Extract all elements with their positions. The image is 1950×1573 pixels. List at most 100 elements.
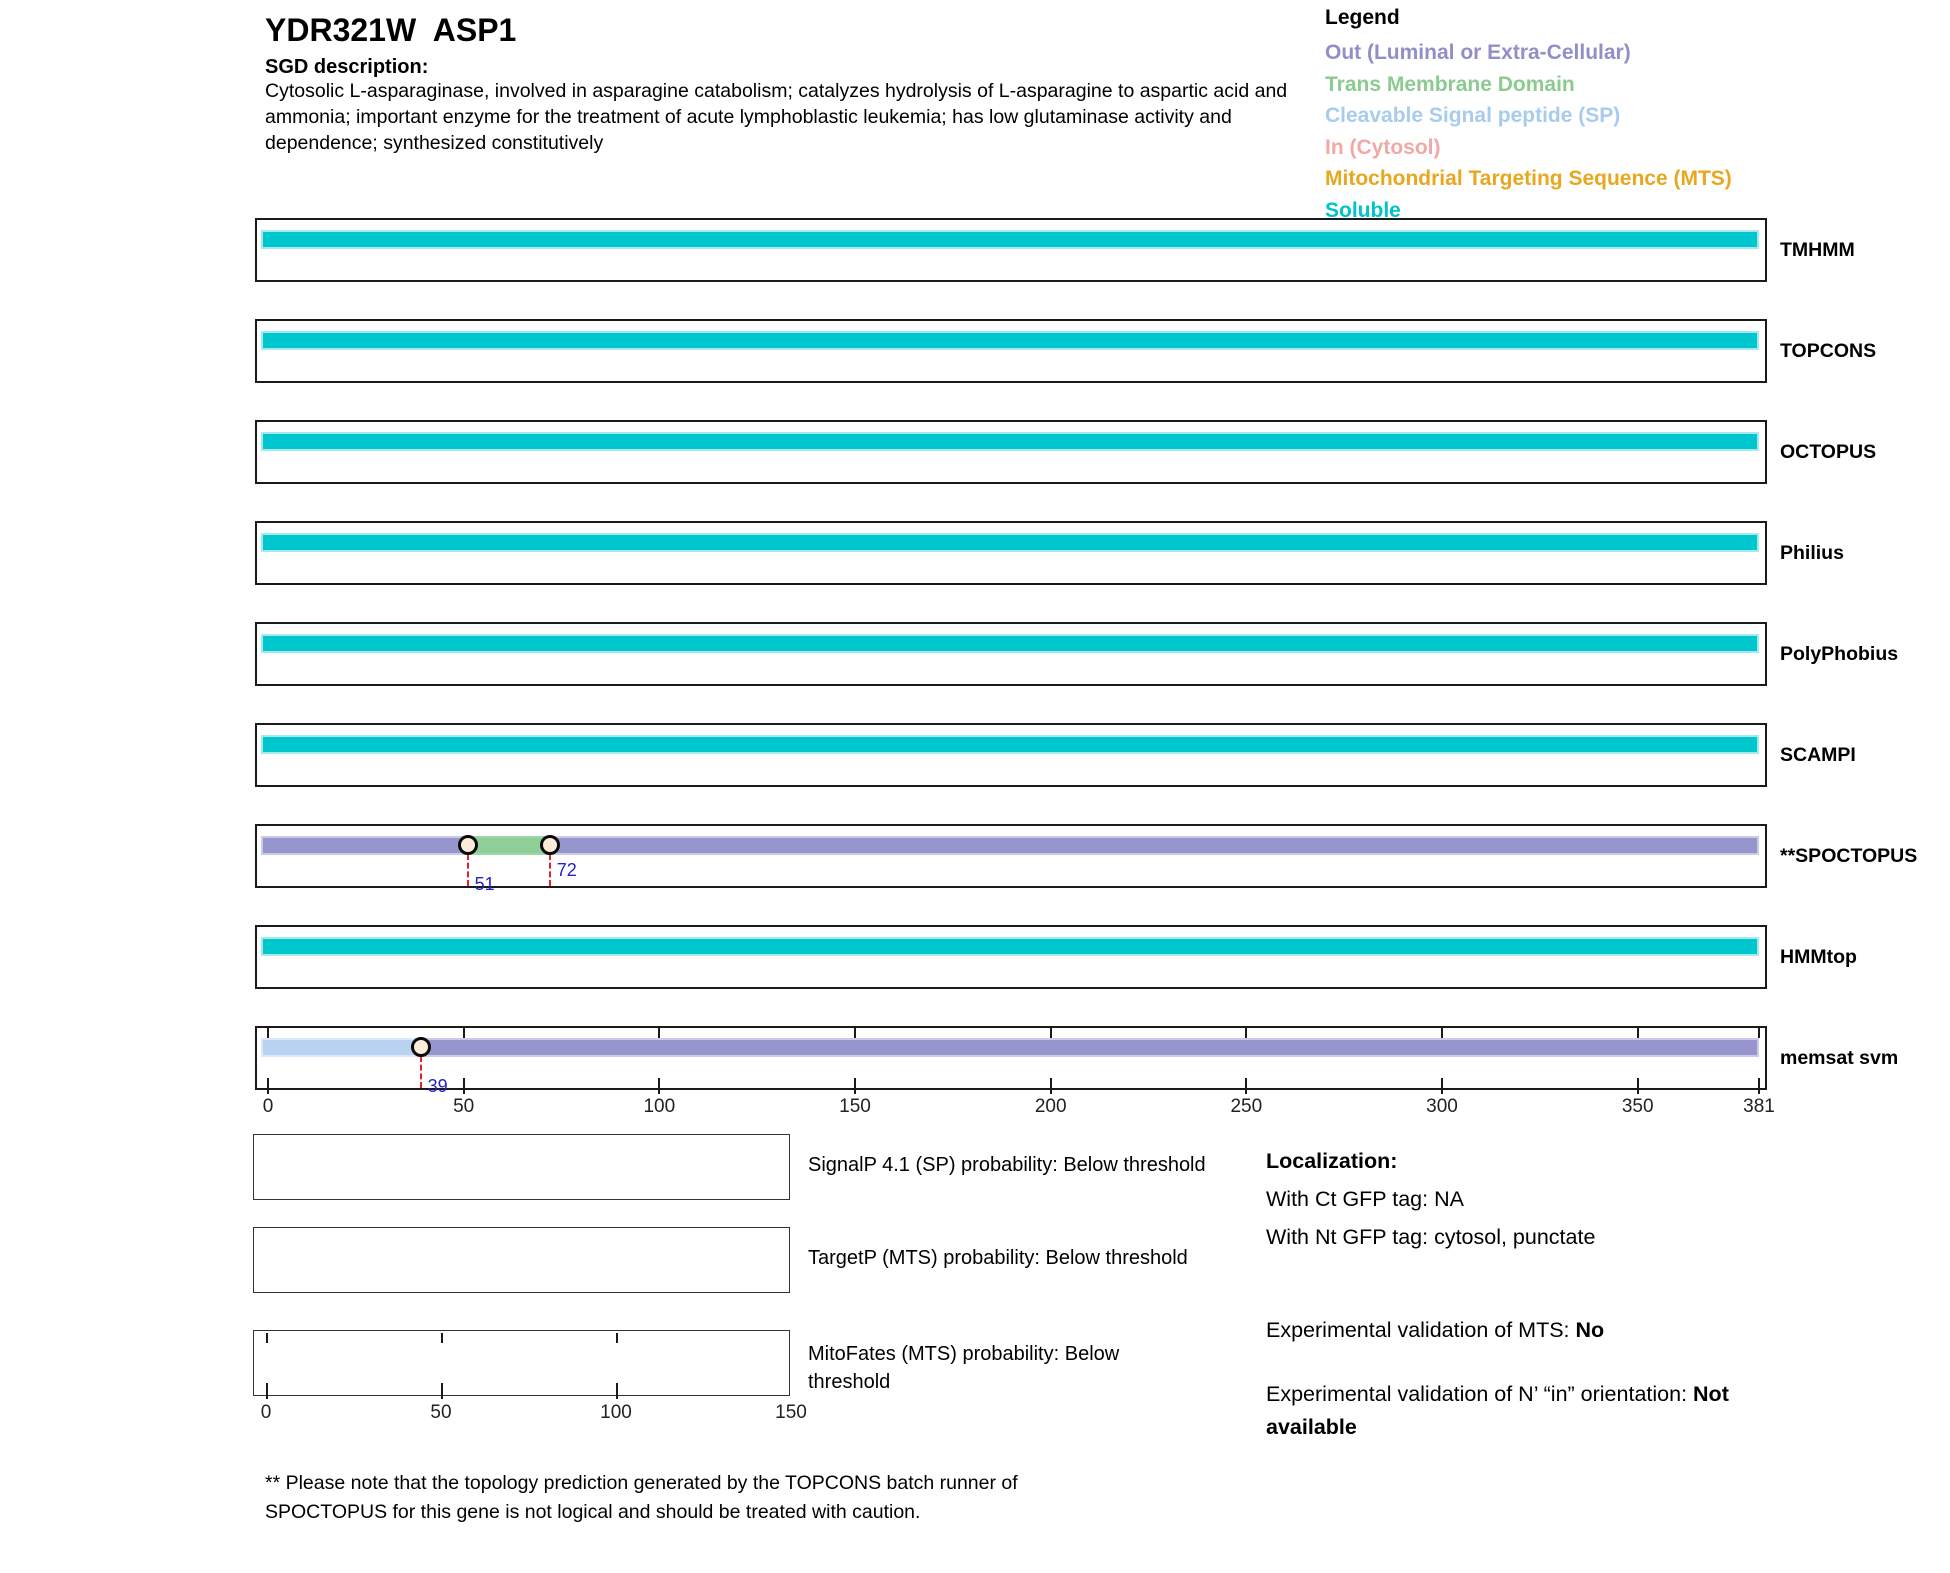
plot-tick [616,1383,618,1399]
axis-tick-label: 250 [1230,1096,1263,1117]
ruler-tick [1245,1028,1248,1038]
track-row-topcons [255,319,1767,383]
axis-tick-label: 200 [1034,1096,1067,1117]
track-row-scampi [255,723,1767,787]
plot-tick [266,1383,268,1399]
track-label: TMHMM [1780,239,1855,261]
segment-tm [467,836,550,855]
track-label: SCAMPI [1780,744,1856,766]
axis-tick-label: 0 [262,1096,274,1117]
boundary-marker-icon [410,1037,431,1057]
legend-entry: Trans Membrane Domain [1325,72,1575,96]
sequence-axis: 0 50 100 150 200 250 300 350 381 [255,1096,1775,1118]
segment-soluble [261,230,1759,249]
marker-position-label: 72 [556,860,577,880]
ruler-tick [462,1028,465,1038]
track-label: Philius [1780,542,1844,564]
ruler-tick [462,1078,465,1094]
marker-position-label: 51 [474,874,495,894]
segment-out [420,1038,1759,1057]
boundary-marker-icon [457,835,478,855]
legend-title: Legend [1325,6,1400,29]
legend-entry: Cleavable Signal peptide (SP) [1325,104,1621,127]
mts-validation-value: No [1575,1318,1605,1342]
axis-tick-label: 300 [1426,1096,1458,1117]
axis-tick-label: 100 [643,1096,676,1117]
mts-validation-prefix: Experimental validation of MTS: [1266,1318,1576,1342]
ruler-tick [1441,1028,1444,1038]
sgd-description-text: Cytosolic L-asparaginase, involved in as… [265,80,1288,154]
track-box [255,723,1767,787]
legend-entry: Mitochondrial Targeting Sequence (MTS) [1325,167,1732,190]
probability-plot-label: SignalP 4.1 (SP) probability: Below thre… [808,1154,1206,1176]
sgd-description-label: SGD description: [265,56,429,78]
track-label: PolyPhobius [1780,643,1899,665]
track-row-spoctopus: 51 72 [255,824,1767,894]
axis-tick-label: 350 [1621,1096,1654,1117]
orientation-validation-value: Not available [1266,1382,1729,1439]
probability-plot-mitofates [253,1330,790,1399]
segment-out [261,836,468,855]
localization-ct-gfp: With Ct GFP tag: NA [1266,1187,1464,1211]
ruler-tick [267,1078,269,1094]
probability-plot-signalp [253,1134,790,1200]
track-label: memsat svm [1780,1047,1899,1069]
ruler-tick [1636,1028,1639,1038]
probability-plot-targetp [253,1227,790,1293]
segment-soluble [261,533,1759,552]
legend-entry: Soluble [1325,198,1401,222]
segment-out [549,836,1759,855]
track-row-octopus [255,420,1767,484]
ruler-tick [1758,1028,1760,1038]
track-box [255,521,1767,585]
segment-sp [261,1038,421,1057]
legend-entries: Out (Luminal or Extra-Cellular) Trans Mem… [1325,37,1732,226]
ruler-tick [854,1078,856,1094]
orientation-validation-prefix: Experimental validation of N’ “in” orien… [1266,1382,1694,1406]
track-row-hmmtop [255,925,1767,989]
axis-tick-label: 381 [1743,1096,1775,1117]
track-label: **SPOCTOPUS [1780,845,1918,867]
track-label: TOPCONS [1780,340,1877,362]
probability-plot-label: MitoFates (MTS) probability: Below thres… [808,1343,1120,1393]
track-box [255,925,1767,989]
segment-soluble [261,432,1759,451]
axis-tick-label: 50 [453,1096,475,1117]
segment-soluble [261,735,1759,754]
ruler-tick [1049,1028,1052,1038]
track-box [255,1026,1767,1090]
track-box [255,622,1767,686]
track-box [255,218,1767,282]
plot-tick [441,1333,443,1343]
marker-dashed-line [466,854,469,886]
ruler-tick [1049,1078,1052,1094]
ruler-tick [658,1078,661,1094]
footnote-text: ** Please note that the topology predict… [265,1472,1018,1523]
legend-entry: Out (Luminal or Extra-Cellular) [1325,41,1631,64]
track-box [255,319,1767,383]
plot-tick [266,1333,268,1343]
localization-nt-gfp: With Nt GFP tag: cytosol, punctate [1266,1225,1596,1249]
ruler-tick [854,1028,856,1038]
ruler-tick [658,1028,661,1038]
segment-soluble [261,937,1759,956]
localization-heading: Localization: [1266,1149,1398,1173]
track-label: HMMtop [1780,946,1857,968]
orientation-validation-text: Experimental validation of N’ “in” orien… [1266,1378,1818,1444]
plot-axis-tick-label: 50 [430,1402,452,1423]
legend-entry: In (Cytosol) [1325,135,1441,159]
probability-plot-label: TargetP (MTS) probability: Below thresho… [808,1247,1188,1269]
segment-soluble [261,331,1759,350]
ruler-tick [1758,1078,1760,1094]
plot-axis-tick-label: 0 [260,1402,272,1423]
track-label: OCTOPUS [1780,441,1877,463]
axis-tick-label: 150 [839,1096,871,1117]
boundary-marker-icon [539,835,560,855]
track-row-tmhmm [255,218,1767,282]
track-row-memsat-svm: 39 [255,1026,1767,1096]
plot-axis-tick-label: 150 [775,1402,807,1423]
segment-soluble [261,634,1759,653]
track-box [255,420,1767,484]
plot-tick [616,1333,618,1343]
track-box [255,824,1767,888]
